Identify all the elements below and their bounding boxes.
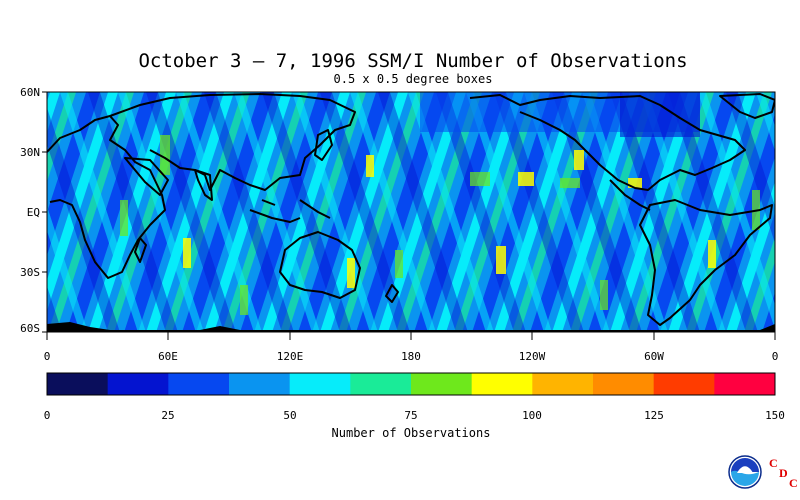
lon-label-60w: 60W xyxy=(644,350,664,363)
colorbar-segment xyxy=(593,373,655,395)
colorbar-tick-125: 125 xyxy=(644,409,664,422)
lon-label-0: 0 xyxy=(43,350,51,363)
lon-label-180: 180 xyxy=(401,350,421,363)
colorbar-tick-75: 75 xyxy=(404,409,418,422)
lat-label-30s: 30S xyxy=(20,266,40,279)
colorbar-segment xyxy=(411,373,473,395)
noaa-logo xyxy=(728,455,762,489)
colorbar-segment xyxy=(168,373,230,395)
chart-subtitle: 0.5 x 0.5 degree boxes xyxy=(333,72,493,86)
colorbar-segment xyxy=(289,373,351,395)
colorbar-segment xyxy=(714,373,776,395)
chart-title: October 3 – 7, 1996 SSM/I Number of Obse… xyxy=(138,50,688,72)
colorbar-segment xyxy=(471,373,533,395)
colorbar-tick-100: 100 xyxy=(522,409,542,422)
colorbar-segment xyxy=(107,373,169,395)
lat-label-60n: 60N xyxy=(20,86,40,99)
colorbar-segment xyxy=(653,373,715,395)
colorbar-tick-25: 25 xyxy=(161,409,175,422)
colorbar-tick-0: 0 xyxy=(43,409,51,422)
colorbar-tick-150: 150 xyxy=(765,409,785,422)
lon-label-120e: 120E xyxy=(276,350,304,363)
lon-label-60e: 60E xyxy=(158,350,178,363)
colorbar-segment xyxy=(350,373,412,395)
colorbar-frame xyxy=(46,372,776,396)
colorbar-title: Number of Observations xyxy=(331,426,491,440)
colorbar-segment xyxy=(47,373,109,395)
coastlines xyxy=(47,93,775,326)
lat-label-60s: 60S xyxy=(20,322,40,335)
colorbar-tick-50: 50 xyxy=(283,409,297,422)
lon-tick-marks xyxy=(46,332,776,340)
lat-tick-marks xyxy=(42,91,47,333)
cdc-letter-1: C xyxy=(769,456,778,470)
lat-label-eq: EQ xyxy=(26,206,40,219)
cdc-letter-3: C xyxy=(789,476,798,490)
lon-label-120w: 120W xyxy=(518,350,546,363)
colorbar xyxy=(47,373,776,395)
lat-label-30n: 30N xyxy=(20,146,40,159)
lon-label-0-east: 0 xyxy=(771,350,779,363)
cdc-letter-2: D xyxy=(779,466,788,480)
colorbar-segment xyxy=(229,373,291,395)
colorbar-segment xyxy=(532,373,594,395)
observation-field xyxy=(47,92,775,332)
